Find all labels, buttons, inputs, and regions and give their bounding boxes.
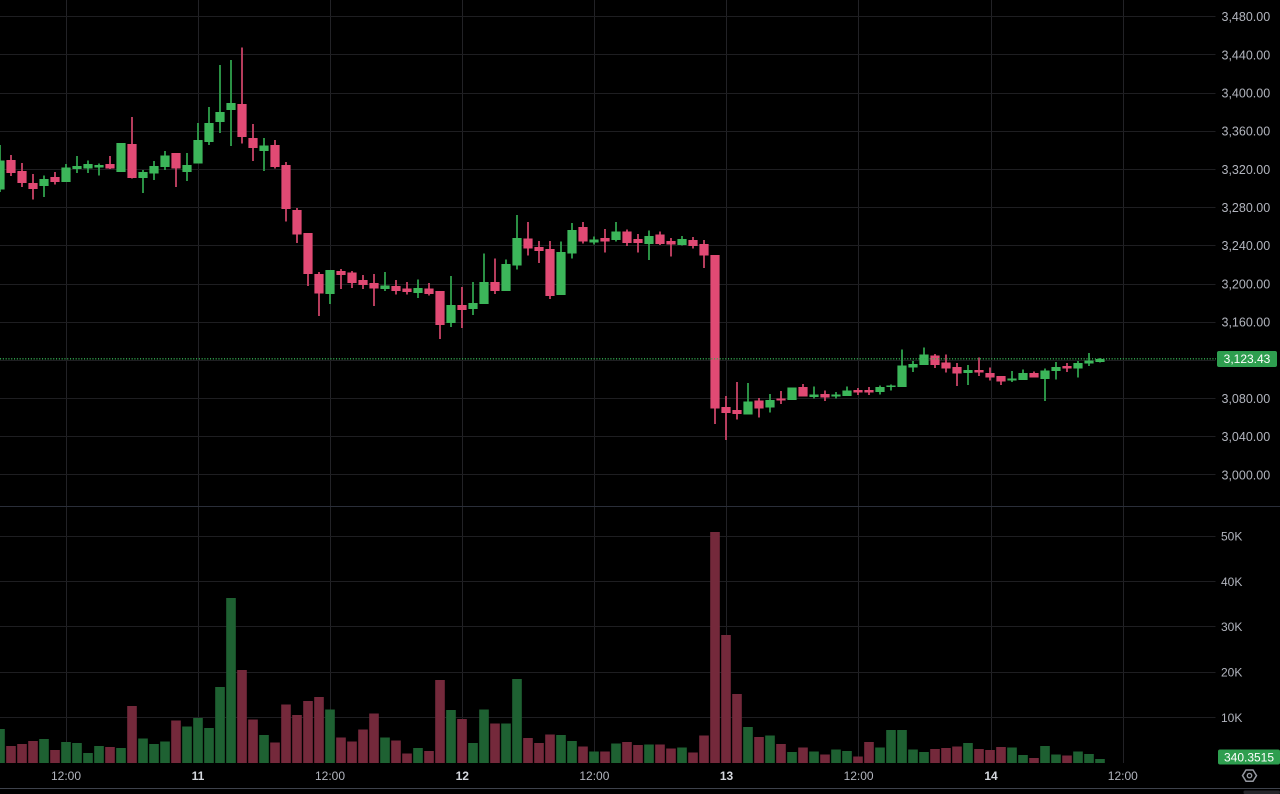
svg-text:3,480.00: 3,480.00 bbox=[1222, 10, 1271, 24]
svg-text:3,240.00: 3,240.00 bbox=[1222, 239, 1271, 253]
svg-text:3,320.00: 3,320.00 bbox=[1222, 163, 1271, 177]
svg-text:12:00: 12:00 bbox=[579, 769, 609, 783]
svg-text:12:00: 12:00 bbox=[51, 769, 81, 783]
svg-text:13: 13 bbox=[720, 769, 734, 783]
svg-text:50K: 50K bbox=[1221, 530, 1242, 544]
svg-text:12:00: 12:00 bbox=[844, 769, 874, 783]
svg-text:12: 12 bbox=[456, 769, 470, 783]
svg-text:3,123.43: 3,123.43 bbox=[1224, 352, 1271, 366]
svg-text:340.3515: 340.3515 bbox=[1224, 751, 1274, 765]
svg-text:3,000.00: 3,000.00 bbox=[1222, 468, 1271, 482]
svg-text:3,040.00: 3,040.00 bbox=[1222, 430, 1271, 444]
svg-text:3,360.00: 3,360.00 bbox=[1222, 125, 1271, 139]
svg-text:3,400.00: 3,400.00 bbox=[1222, 87, 1271, 101]
svg-text:30K: 30K bbox=[1221, 620, 1242, 634]
svg-text:3,160.00: 3,160.00 bbox=[1222, 316, 1271, 330]
svg-text:3,080.00: 3,080.00 bbox=[1222, 392, 1271, 406]
svg-text:12:00: 12:00 bbox=[1108, 769, 1138, 783]
svg-text:3,280.00: 3,280.00 bbox=[1222, 201, 1271, 215]
svg-text:11: 11 bbox=[192, 769, 205, 783]
svg-text:3,440.00: 3,440.00 bbox=[1222, 48, 1271, 62]
svg-text:20K: 20K bbox=[1221, 666, 1242, 680]
svg-text:12:00: 12:00 bbox=[315, 769, 345, 783]
svg-text:14: 14 bbox=[984, 769, 998, 783]
svg-text:40K: 40K bbox=[1221, 575, 1242, 589]
svg-text:3,200.00: 3,200.00 bbox=[1222, 277, 1271, 291]
svg-text:10K: 10K bbox=[1221, 711, 1242, 725]
